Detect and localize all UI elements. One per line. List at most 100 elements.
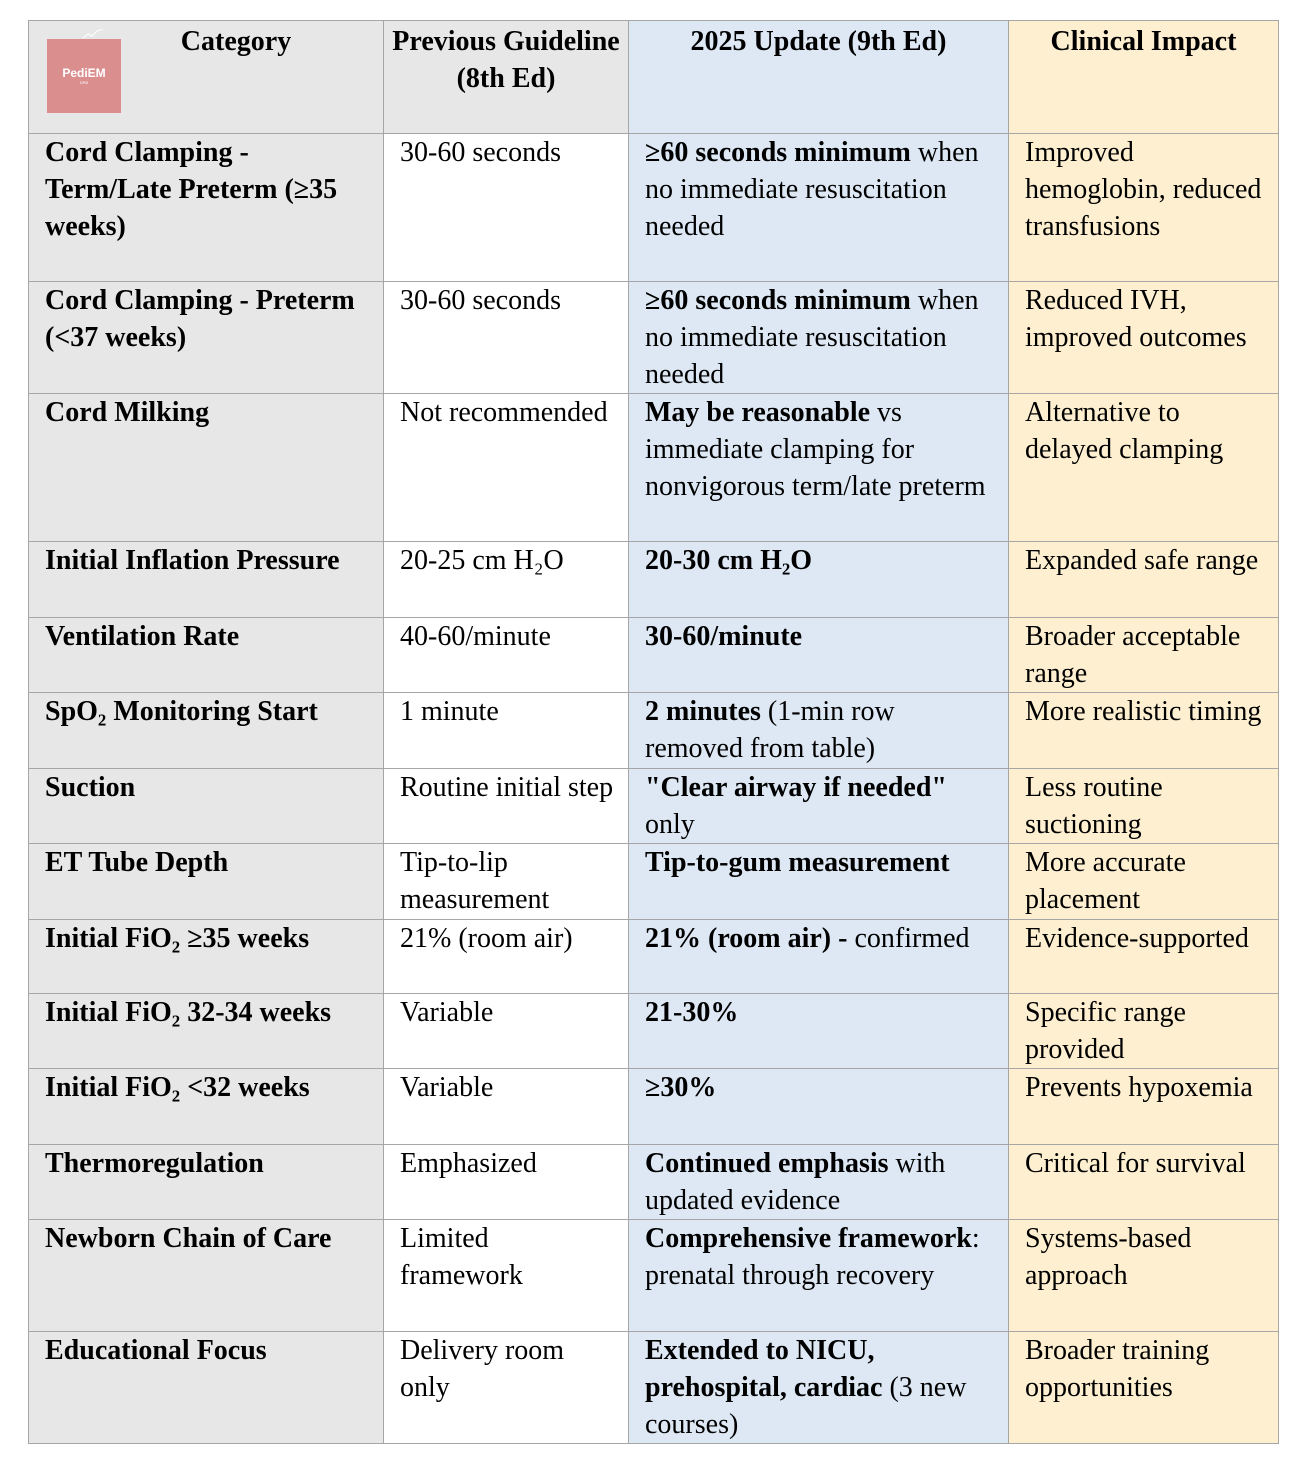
- previous-cell: 21% (room air): [383, 919, 629, 994]
- impact-cell: Broader training opportunities: [1008, 1331, 1279, 1444]
- impact-cell: Specific range provided: [1008, 993, 1279, 1069]
- update-detail: when no immediate resuscitation needed: [645, 285, 979, 390]
- impact-cell: More realistic timing: [1008, 692, 1279, 769]
- update-emphasis: Extended to NICU, prehospital, cardiac: [645, 1335, 883, 1403]
- table-row: Cord Clamping - Term/Late Preterm (≥35 w…: [28, 133, 1279, 282]
- category-cell: Suction: [28, 768, 384, 844]
- update-detail: confirmed: [847, 923, 970, 954]
- table-row: SpO₂ Monitoring Start 1 minute 2 minutes (…: [28, 692, 1279, 769]
- update-emphasis: 21-30%: [645, 997, 739, 1028]
- previous-cell: Tip-to-lip measurement: [383, 843, 629, 920]
- update-emphasis: May be reasonable: [645, 397, 871, 428]
- header-row: PediEM CPD Category Previous Guideline (…: [28, 20, 1279, 134]
- update-cell: ≥60 seconds minimum when no immediate re…: [628, 133, 1009, 282]
- update-emphasis: "Clear airway if needed": [645, 772, 947, 803]
- pediem-logo: PediEM CPD: [47, 29, 121, 113]
- impact-cell: Improved hemoglobin, reduced transfusion…: [1008, 133, 1279, 282]
- impact-cell: Critical for survival: [1008, 1144, 1279, 1220]
- category-cell: Initial FiO₂ <32 weeks: [28, 1068, 384, 1145]
- previous-cell: Variable: [383, 993, 629, 1069]
- impact-cell: Broader acceptable range: [1008, 617, 1279, 693]
- update-cell: "Clear airway if needed" only: [628, 768, 1009, 844]
- impact-cell: More accurate placement: [1008, 843, 1279, 920]
- logo-text: PediEM: [62, 66, 106, 80]
- category-cell: Initial Inflation Pressure: [28, 541, 384, 618]
- previous-cell: Routine initial step: [383, 768, 629, 844]
- previous-cell: Limited framework: [383, 1219, 629, 1332]
- table-row: Ventilation Rate 40-60/minute 30-60/minute…: [28, 617, 1279, 693]
- header-category: PediEM CPD Category: [28, 20, 384, 134]
- table-row: ET Tube Depth Tip-to-lip measurement Tip-t…: [28, 843, 1279, 920]
- table-row: Newborn Chain of Care Limited framework Co…: [28, 1219, 1279, 1332]
- header-category-label: Category: [180, 26, 292, 57]
- previous-cell: 1 minute: [383, 692, 629, 769]
- header-update: 2025 Update (9th Ed): [628, 20, 1009, 134]
- update-detail: (3 new courses): [645, 1372, 967, 1440]
- impact-cell: Systems-based approach: [1008, 1219, 1279, 1332]
- table-row: Initial FiO₂ ≥35 weeks 21% (room air) 21% …: [28, 919, 1279, 994]
- category-cell: Newborn Chain of Care: [28, 1219, 384, 1332]
- update-cell: 30-60/minute: [628, 617, 1009, 693]
- update-cell: Extended to NICU, prehospital, cardiac (…: [628, 1331, 1009, 1444]
- update-detail: when no immediate resuscitation needed: [645, 137, 979, 242]
- impact-cell: Expanded safe range: [1008, 541, 1279, 618]
- table-row: Thermoregulation Emphasized Continued emph…: [28, 1144, 1279, 1220]
- update-emphasis: Tip-to-gum measurement: [645, 847, 950, 878]
- category-cell: Cord Clamping - Term/Late Preterm (≥35 w…: [28, 133, 384, 282]
- impact-cell: Alternative to delayed clamping: [1008, 393, 1279, 542]
- previous-cell: Delivery room only: [383, 1331, 629, 1444]
- guideline-comparison-table: PediEM CPD Category Previous Guideline (…: [28, 20, 1279, 1444]
- category-cell: Initial FiO₂ 32-34 weeks: [28, 993, 384, 1069]
- category-cell: Thermoregulation: [28, 1144, 384, 1220]
- update-cell: ≥30%: [628, 1068, 1009, 1145]
- table-row: Initial FiO₂ <32 weeks Variable ≥30% Preven…: [28, 1068, 1279, 1145]
- update-emphasis: 30-60/minute: [645, 621, 803, 652]
- update-emphasis: ≥60 seconds minimum: [645, 137, 911, 168]
- table-row: Cord Clamping - Preterm (<37 weeks) 30-60…: [28, 281, 1279, 394]
- impact-cell: Reduced IVH, improved outcomes: [1008, 281, 1279, 394]
- table-body: Cord Clamping - Term/Late Preterm (≥35 w…: [28, 133, 1279, 1444]
- category-cell: Ventilation Rate: [28, 617, 384, 693]
- category-cell: ET Tube Depth: [28, 843, 384, 920]
- impact-cell: Evidence-supported: [1008, 919, 1279, 994]
- update-detail: only: [645, 809, 695, 840]
- previous-cell: 30-60 seconds: [383, 133, 629, 282]
- previous-cell: Variable: [383, 1068, 629, 1145]
- update-emphasis: 20-30 cm H₂O: [645, 545, 813, 576]
- table-row: Initial Inflation Pressure 20-25 cm H₂O 20…: [28, 541, 1279, 618]
- category-cell: Educational Focus: [28, 1331, 384, 1444]
- update-emphasis: Comprehensive framework: [645, 1223, 972, 1254]
- update-emphasis: ≥60 seconds minimum: [645, 285, 911, 316]
- category-cell: SpO₂ Monitoring Start: [28, 692, 384, 769]
- category-cell: Initial FiO₂ ≥35 weeks: [28, 919, 384, 994]
- update-cell: Comprehensive framework: prenatal throug…: [628, 1219, 1009, 1332]
- table-row: Educational Focus Delivery room only Exten…: [28, 1331, 1279, 1444]
- update-cell: Continued emphasis with updated evidence: [628, 1144, 1009, 1220]
- previous-cell: Emphasized: [383, 1144, 629, 1220]
- category-cell: Cord Clamping - Preterm (<37 weeks): [28, 281, 384, 394]
- update-cell: Tip-to-gum measurement: [628, 843, 1009, 920]
- update-detail: vs immediate clamping for nonvigorous te…: [645, 397, 986, 502]
- update-cell: ≥60 seconds minimum when no immediate re…: [628, 281, 1009, 394]
- previous-cell: Not recommended: [383, 393, 629, 542]
- table-row: Cord Milking Not recommended May be reason…: [28, 393, 1279, 542]
- update-cell: May be reasonable vs immediate clamping …: [628, 393, 1009, 542]
- previous-cell: 30-60 seconds: [383, 281, 629, 394]
- table-row: Initial FiO₂ 32-34 weeks Variable 21-30% Sp…: [28, 993, 1279, 1069]
- previous-cell: 40-60/minute: [383, 617, 629, 693]
- category-cell: Cord Milking: [28, 393, 384, 542]
- update-emphasis: Continued emphasis: [645, 1148, 889, 1179]
- header-previous: Previous Guideline (8th Ed): [383, 20, 629, 134]
- update-emphasis: ≥30%: [645, 1072, 717, 1103]
- logo-subtext: CPD: [79, 80, 89, 85]
- impact-cell: Less routine suctioning: [1008, 768, 1279, 844]
- update-cell: 21% (room air) - confirmed: [628, 919, 1009, 994]
- previous-cell: 20-25 cm H₂O: [383, 541, 629, 618]
- update-detail: : prenatal through recovery: [645, 1223, 980, 1291]
- update-cell: 21-30%: [628, 993, 1009, 1069]
- update-cell: 2 minutes (1-min row removed from table): [628, 692, 1009, 769]
- update-cell: 20-30 cm H₂O: [628, 541, 1009, 618]
- table-row: Suction Routine initial step "Clear airway…: [28, 768, 1279, 844]
- impact-cell: Prevents hypoxemia: [1008, 1068, 1279, 1145]
- update-detail: with updated evidence: [645, 1148, 946, 1216]
